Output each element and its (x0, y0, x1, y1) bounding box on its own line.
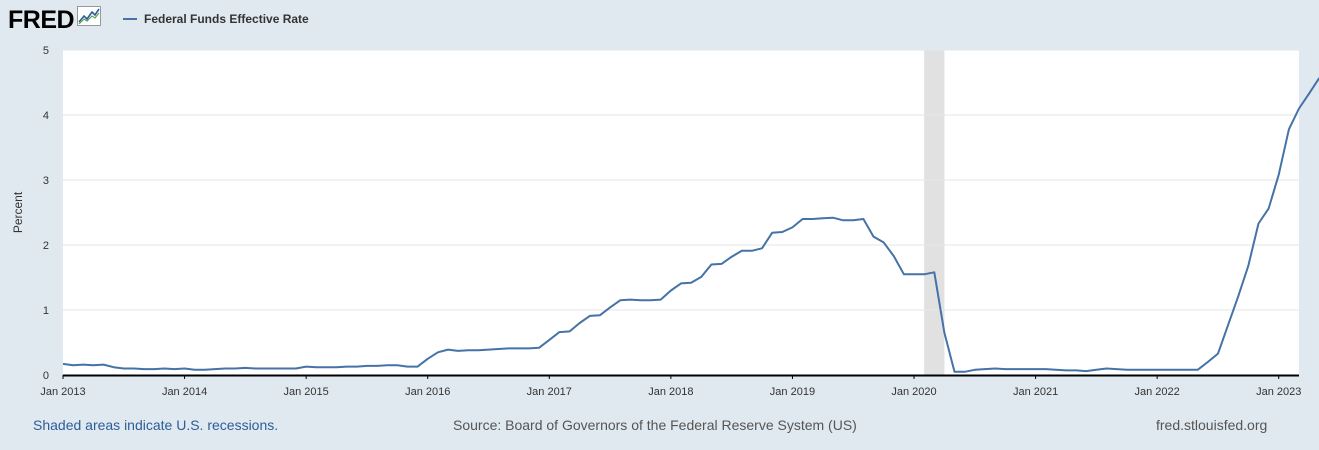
y-tick-label: 1 (43, 305, 49, 317)
y-tick-label: 0 (43, 370, 49, 382)
x-tick-label: Jan 2023 (1256, 386, 1301, 398)
x-tick-label: Jan 2017 (527, 386, 572, 398)
recession-band (924, 50, 945, 375)
y-tick-label: 5 (43, 45, 49, 57)
fred-logo-text: FRED (8, 6, 75, 34)
plot-area (63, 50, 1299, 375)
site-link[interactable]: fred.stlouisfed.org (1156, 417, 1268, 433)
y-tick-label: 3 (43, 175, 49, 187)
chart-legend: Federal Funds Effective Rate (123, 12, 309, 26)
x-tick-label: Jan 2013 (40, 386, 85, 398)
y-tick-label: 4 (43, 110, 49, 122)
fred-logo[interactable]: FRED (8, 6, 102, 34)
legend-series-label: Federal Funds Effective Rate (144, 12, 309, 26)
x-tick-label: Jan 2022 (1135, 386, 1180, 398)
source-note: Source: Board of Governors of the Federa… (453, 417, 857, 433)
x-tick-label: Jan 2020 (891, 386, 936, 398)
x-tick-label: Jan 2018 (648, 386, 693, 398)
x-tick-label: Jan 2016 (405, 386, 450, 398)
legend-swatch (123, 18, 137, 20)
x-tick-label: Jan 2021 (1013, 386, 1058, 398)
y-axis-label: Percent (11, 191, 25, 233)
fred-graph-icon (77, 6, 102, 31)
recession-note: Shaded areas indicate U.S. recessions. (33, 417, 279, 433)
y-tick-label: 2 (43, 240, 49, 252)
x-tick-label: Jan 2014 (162, 386, 207, 398)
x-tick-label: Jan 2015 (284, 386, 329, 398)
x-tick-label: Jan 2019 (770, 386, 815, 398)
series-line (62, 77, 1319, 373)
